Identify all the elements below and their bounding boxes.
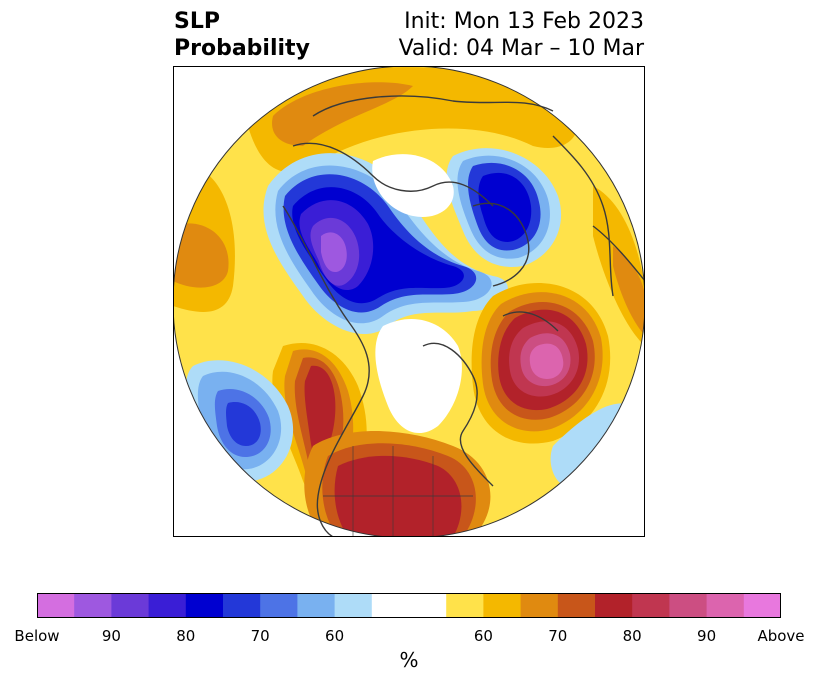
- colorbar-swatch: [483, 593, 522, 618]
- colorbar-swatch: [260, 593, 298, 618]
- probability-map: [173, 66, 645, 537]
- coastlines: [282, 95, 645, 537]
- colorbar-swatch: [371, 593, 447, 618]
- colorbar-swatch: [595, 593, 633, 618]
- colorbar-tick-label: 60: [325, 627, 345, 645]
- map-title-right: Init: Mon 13 Feb 2023 Valid: 04 Mar – 10…: [399, 8, 644, 62]
- colorbar-swatch: [74, 593, 112, 618]
- title-init-date: Init: Mon 13 Feb 2023: [404, 9, 644, 34]
- title-product: Probability: [174, 36, 310, 61]
- map-title-left: SLP Probability: [174, 8, 310, 62]
- colorbar-swatch: [334, 593, 373, 618]
- colorbar-swatch: [185, 593, 224, 618]
- colorbar-swatch: [520, 593, 559, 618]
- colorbar-swatch: [557, 593, 596, 618]
- colorbar-swatch: [223, 593, 261, 618]
- colorbar-swatch: [148, 593, 187, 618]
- colorbar-swatch: [297, 593, 336, 618]
- colorbar-swatch: [446, 593, 484, 618]
- colorbar-tick-label: Above: [757, 627, 805, 645]
- title-variable: SLP: [174, 9, 220, 34]
- map-frame: [173, 66, 645, 537]
- colorbar-swatch: [706, 593, 745, 618]
- colorbar-tick-label: 90: [697, 627, 717, 645]
- title-valid-range: Valid: 04 Mar – 10 Mar: [398, 36, 644, 61]
- colorbar-tick-label: 80: [622, 627, 642, 645]
- colorbar-tick-label: 60: [473, 627, 493, 645]
- colorbar-swatch: [669, 593, 708, 618]
- colorbar-swatch: [743, 593, 781, 618]
- colorbar-tick-label: 70: [548, 627, 568, 645]
- shaded-probability-field: [173, 66, 645, 537]
- colorbar-swatch: [111, 593, 150, 618]
- colorbar-border: [37, 593, 781, 618]
- colorbar-swatch: [632, 593, 670, 618]
- colorbar-swatch: [37, 593, 75, 618]
- colorbar-tick-label: 80: [176, 627, 196, 645]
- colorbar-tick-label: Below: [14, 627, 60, 645]
- colorbar: [37, 593, 781, 618]
- colorbar-tick-label: 70: [250, 627, 270, 645]
- colorbar-tick-label: 90: [101, 627, 121, 645]
- colorbar-unit-label: %: [399, 648, 419, 672]
